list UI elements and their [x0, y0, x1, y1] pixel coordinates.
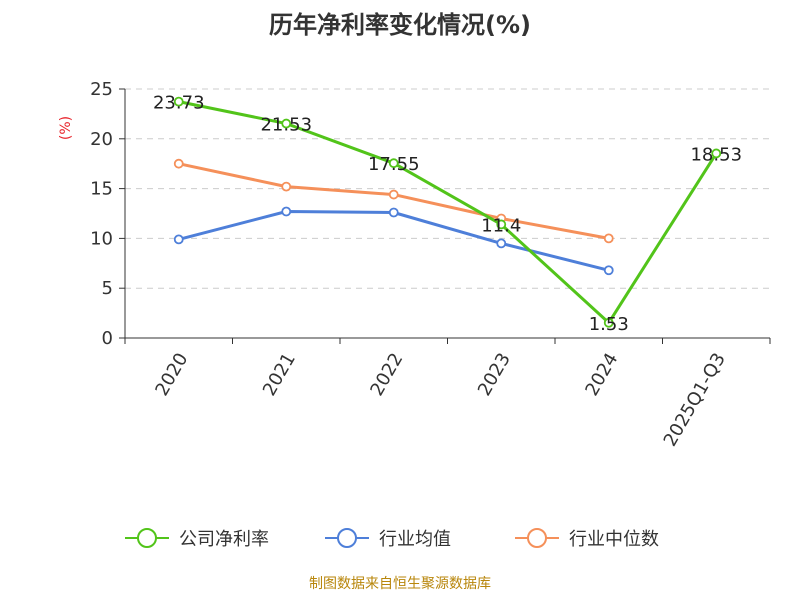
data-label: 18.53	[690, 144, 742, 165]
y-tick-label: 5	[102, 278, 113, 299]
data-point	[281, 118, 292, 129]
x-tick-label: 2020	[151, 349, 192, 399]
y-tick-label: 15	[90, 179, 113, 200]
legend-item-0: 公司净利率	[125, 528, 269, 550]
x-tick-label: 2021	[259, 349, 300, 399]
data-point	[173, 158, 184, 169]
legend-label: 公司净利率	[179, 529, 269, 550]
data-point	[281, 181, 292, 192]
legend-label: 行业中位数	[569, 529, 659, 550]
legend-marker	[527, 528, 547, 548]
legend-item-1: 行业均值	[325, 528, 451, 550]
chart-title: 历年净利率变化情况(%)	[269, 11, 531, 39]
y-tick-label: 10	[90, 228, 113, 249]
series-1	[173, 206, 614, 276]
legend-marker	[337, 528, 357, 548]
data-point	[173, 234, 184, 245]
x-tick-label: 2025Q1-Q3	[660, 349, 730, 450]
data-label: 1.53	[589, 314, 629, 335]
legend-label: 行业均值	[379, 529, 451, 550]
legend: 公司净利率 行业均值 行业中位数	[125, 528, 659, 550]
legend-marker	[137, 528, 157, 548]
data-point	[173, 96, 184, 107]
axes: 0 5 10 15 20 25 2020 2021 2022 2023 2024 2025Q1-Q3	[90, 79, 771, 450]
x-tick-label: 2022	[366, 349, 407, 399]
data-point	[603, 317, 614, 328]
data-label: 23.73	[153, 93, 205, 114]
series-line	[178, 210, 610, 272]
data-point	[388, 158, 399, 169]
data-point	[281, 206, 292, 217]
series-layer	[173, 96, 722, 328]
grid-lines	[125, 88, 770, 289]
y-tick-label: 20	[90, 129, 113, 150]
data-label: 17.55	[368, 154, 420, 175]
data-point	[603, 233, 614, 244]
data-labels: 23.73 21.53 17.55 11.4 1.53 18.53	[153, 93, 742, 335]
legend-item-2: 行业中位数	[515, 528, 659, 550]
series-0	[173, 96, 722, 328]
y-axis-unit: (%)	[58, 116, 74, 140]
source-note: 制图数据来自恒生聚源数据库	[309, 576, 491, 592]
series-line	[178, 100, 718, 325]
data-point	[603, 265, 614, 276]
data-label: 21.53	[260, 115, 312, 136]
data-point	[496, 219, 507, 230]
data-label: 11.4	[481, 215, 521, 236]
y-tick-label: 0	[102, 328, 113, 349]
y-tick-label: 25	[90, 79, 113, 100]
data-point	[496, 238, 507, 249]
data-point	[711, 148, 722, 159]
x-tick-label: 2024	[581, 349, 622, 399]
x-tick-label: 2023	[474, 349, 515, 399]
data-point	[388, 189, 399, 200]
series-2	[173, 158, 614, 244]
data-point	[388, 207, 399, 218]
